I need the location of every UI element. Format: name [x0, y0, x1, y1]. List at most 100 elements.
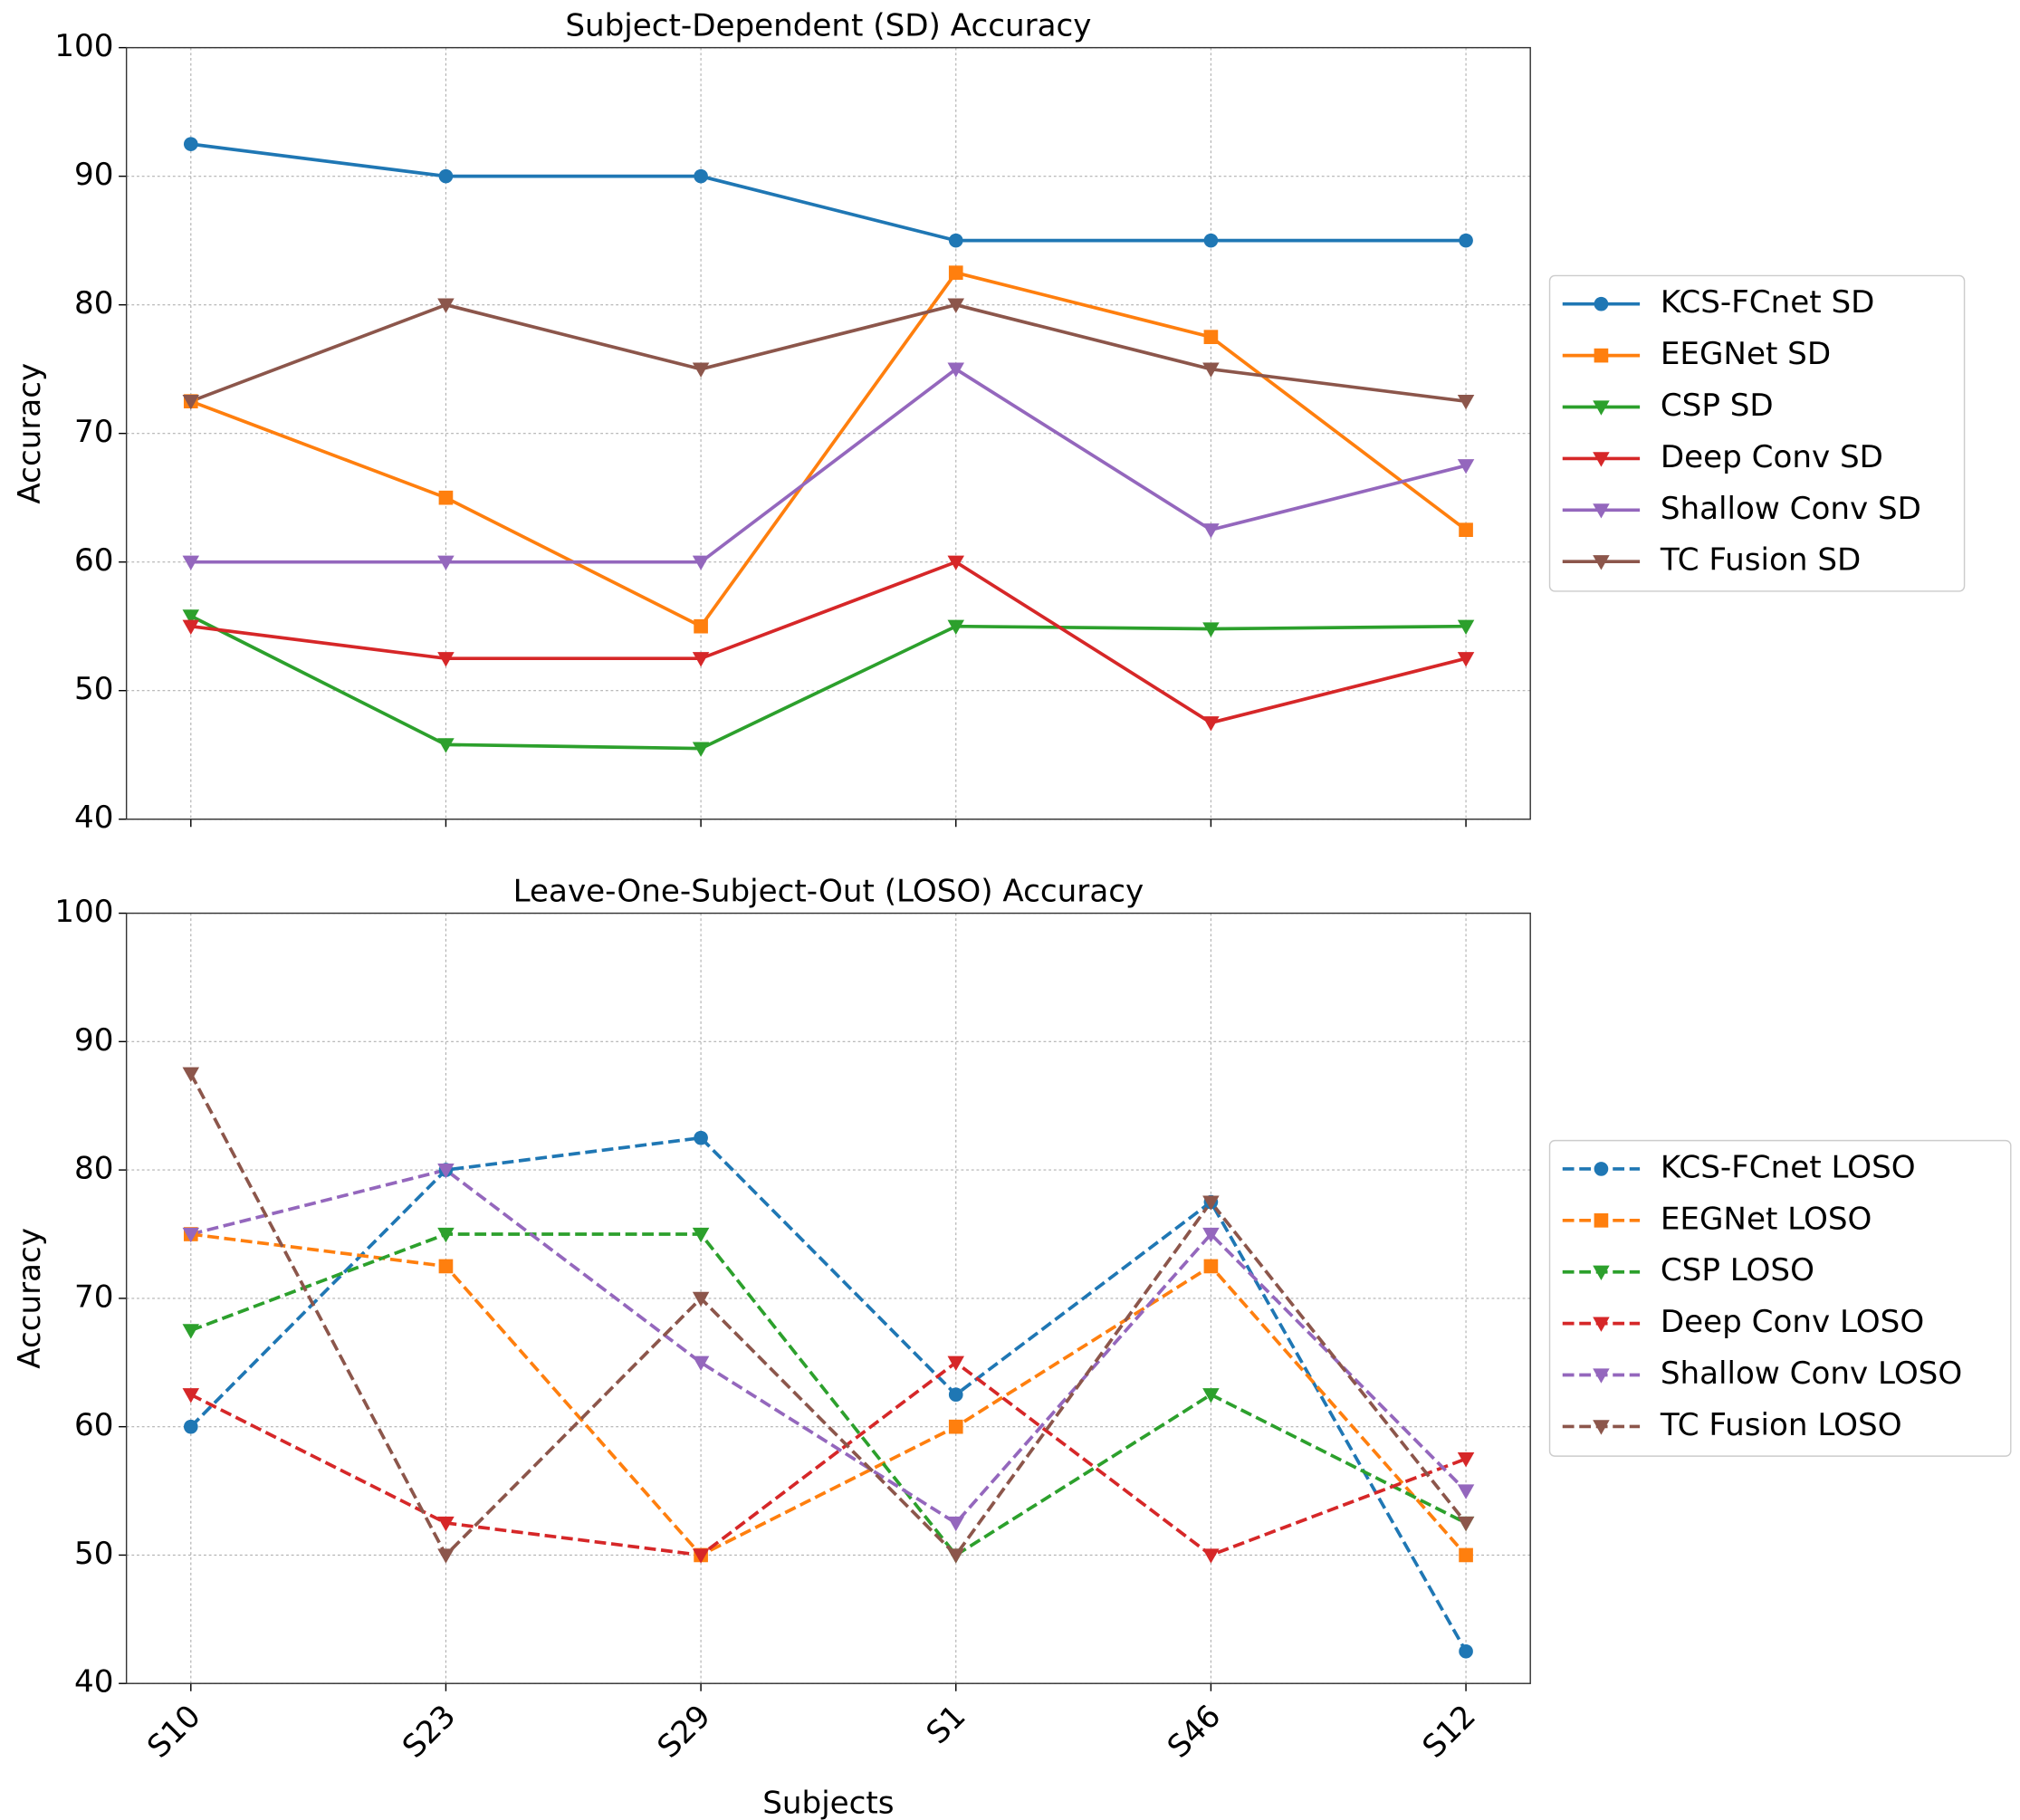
legend-box — [1548, 1139, 2012, 1457]
marker — [1202, 716, 1220, 732]
series-line — [190, 1232, 1467, 1557]
legend-label: KCS-FCnet LOSO — [1661, 1149, 1916, 1185]
marker — [182, 1324, 200, 1339]
legend-marker — [1594, 348, 1609, 363]
marker — [947, 362, 965, 378]
marker — [1459, 522, 1473, 538]
marker — [694, 1130, 708, 1145]
y-tick-label: 70 — [74, 414, 113, 450]
plot-frame — [125, 46, 1531, 820]
marker — [437, 555, 455, 570]
series-line — [189, 1360, 1467, 1557]
marker — [948, 1387, 963, 1403]
marker — [947, 1355, 965, 1372]
y-tick-label: 80 — [74, 1151, 113, 1187]
legend-label: Deep Conv LOSO — [1661, 1304, 1924, 1340]
marker — [1457, 1484, 1475, 1499]
y-tick-label: 80 — [74, 285, 113, 321]
legend-label: EEGNet LOSO — [1661, 1201, 1872, 1237]
legend-marker — [1593, 1265, 1610, 1280]
marker — [438, 490, 454, 505]
marker — [183, 137, 198, 151]
marker — [1459, 1547, 1473, 1563]
legend-marker — [1594, 1213, 1609, 1228]
series-line — [190, 271, 1468, 629]
legend-label: Deep Conv SD — [1661, 439, 1883, 475]
marker — [182, 555, 200, 570]
legend-label: TC Fusion LOSO — [1660, 1407, 1902, 1443]
marker — [437, 1516, 455, 1532]
x-tick-label: S23 — [396, 1698, 463, 1765]
marker — [692, 1291, 710, 1308]
marker — [948, 233, 963, 248]
y-tick-label: 70 — [74, 1279, 113, 1315]
series-line — [190, 1168, 1468, 1526]
legend-box — [1548, 274, 1966, 592]
marker — [947, 555, 965, 570]
legend-marker — [1593, 503, 1610, 519]
legend-marker — [1594, 296, 1609, 311]
series-line — [189, 614, 1467, 751]
x-tick-label: S46 — [1161, 1698, 1228, 1765]
marker — [1202, 622, 1220, 637]
legend-marker — [1593, 555, 1610, 570]
plot-frame — [125, 912, 1531, 1684]
legend-label: CSP LOSO — [1661, 1252, 1814, 1288]
legend-marker — [1593, 1317, 1610, 1332]
marker — [437, 738, 455, 753]
y-axis-label: Accuracy — [12, 1228, 48, 1369]
y-tick-label: 60 — [74, 1407, 113, 1443]
series-line — [190, 302, 1467, 404]
legend-marker — [1593, 1368, 1610, 1384]
legend-marker — [1593, 452, 1610, 467]
chart-title: Leave-One-Subject-Out (LOSO) Accuracy — [513, 873, 1144, 909]
series-line — [190, 560, 1467, 725]
marker — [1457, 459, 1475, 474]
marker — [1202, 523, 1220, 539]
marker — [1457, 652, 1475, 667]
marker — [182, 1388, 200, 1403]
y-axis-label: Accuracy — [12, 363, 48, 504]
marker — [437, 298, 455, 313]
marker — [438, 1259, 454, 1274]
series-line — [190, 367, 1467, 564]
marker — [1457, 1516, 1475, 1532]
marker — [947, 1516, 965, 1532]
marker — [694, 168, 708, 184]
marker — [437, 1548, 455, 1564]
marker — [182, 1067, 200, 1083]
y-tick-label: 100 — [54, 894, 113, 930]
marker — [182, 609, 200, 625]
chart-title: Subject-Dependent (SD) Accuracy — [565, 7, 1091, 43]
legend-marker — [1593, 400, 1610, 416]
marker — [1202, 362, 1220, 378]
marker — [947, 1548, 965, 1564]
marker — [692, 1548, 710, 1564]
y-tick-label: 90 — [74, 157, 113, 193]
y-tick-label: 90 — [74, 1022, 113, 1058]
x-tick-label: S10 — [140, 1698, 207, 1765]
series-line — [190, 142, 1467, 243]
series-line — [189, 1072, 1468, 1558]
y-tick-label: 100 — [54, 28, 113, 64]
marker — [1459, 1643, 1473, 1659]
x-tick-label: S29 — [651, 1698, 718, 1765]
marker — [692, 742, 710, 757]
legend-marker — [1593, 1420, 1610, 1435]
marker — [1457, 619, 1475, 635]
series-line — [190, 1232, 1468, 1557]
y-tick-label: 50 — [74, 1536, 113, 1572]
legend-label: CSP SD — [1661, 388, 1774, 424]
y-tick-label: 60 — [74, 542, 113, 579]
y-tick-label: 50 — [74, 671, 113, 707]
marker — [182, 619, 200, 635]
series-line — [189, 1135, 1468, 1652]
x-tick-label: S12 — [1416, 1698, 1483, 1765]
marker — [437, 1163, 455, 1179]
marker — [947, 298, 965, 313]
marker — [438, 168, 454, 184]
marker — [1203, 1259, 1219, 1274]
marker — [1202, 1195, 1220, 1211]
marker — [692, 1227, 710, 1243]
